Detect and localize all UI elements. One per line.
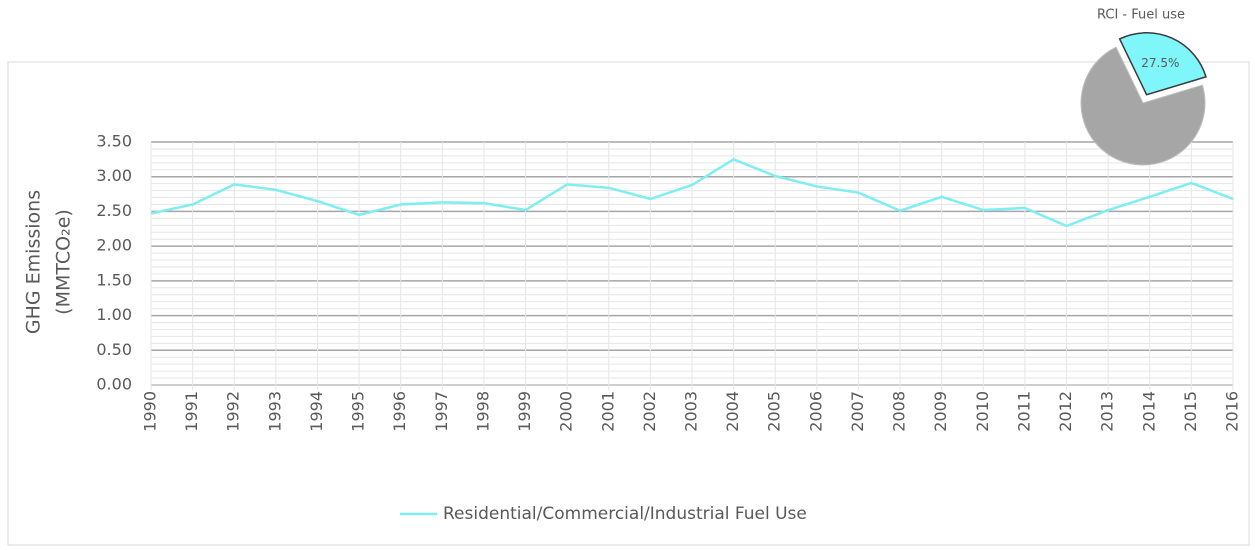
x-tick-label: 2010 bbox=[973, 391, 992, 432]
x-tick-label: 1990 bbox=[141, 391, 160, 432]
x-tick-label: 1998 bbox=[473, 391, 492, 432]
y-tick-label: 1.50 bbox=[96, 270, 132, 289]
pie-slice bbox=[1080, 46, 1206, 166]
x-tick-label: 2013 bbox=[1098, 391, 1117, 432]
y-tick-label: 3.00 bbox=[96, 166, 132, 185]
x-tick-label: 2009 bbox=[931, 391, 950, 432]
chart-frame bbox=[7, 61, 1250, 546]
x-tick-label: 2003 bbox=[682, 391, 701, 432]
y-tick-label: 0.00 bbox=[96, 375, 132, 394]
pie-title: RCI - Fuel use bbox=[1097, 8, 1185, 23]
x-tick-label: 2000 bbox=[557, 391, 576, 432]
legend-label: Residential/Commercial/Industrial Fuel U… bbox=[443, 504, 807, 524]
x-tick-label: 1991 bbox=[182, 391, 201, 432]
x-tick-label: 1997 bbox=[432, 391, 451, 432]
x-tick-label: 2006 bbox=[806, 391, 825, 432]
x-tick-label: 1996 bbox=[390, 391, 409, 432]
x-tick-label: 2001 bbox=[598, 391, 617, 432]
x-tick-label: 1993 bbox=[265, 391, 284, 432]
x-tick-label: 2014 bbox=[1139, 391, 1158, 432]
y-axis-label: (MMTCO₂e) bbox=[53, 209, 75, 315]
y-tick-label: 2.50 bbox=[96, 201, 132, 220]
x-tick-label: 2011 bbox=[1014, 391, 1033, 432]
x-tick-label: 2005 bbox=[765, 391, 784, 432]
data-line bbox=[150, 157, 1234, 228]
x-tick-label: 2004 bbox=[723, 391, 742, 432]
x-tick-label: 2012 bbox=[1056, 391, 1075, 432]
x-tick-label: 2015 bbox=[1181, 391, 1200, 432]
x-tick-label: 2008 bbox=[890, 391, 909, 432]
x-tick-label: 2016 bbox=[1223, 391, 1242, 432]
y-tick-label: 3.50 bbox=[96, 132, 132, 151]
x-tick-label: 2007 bbox=[848, 391, 867, 432]
pie-slice bbox=[1118, 32, 1207, 96]
x-tick-label: 1994 bbox=[307, 391, 326, 432]
y-axis-label: GHG Emissions bbox=[23, 190, 45, 334]
x-tick-label: 1992 bbox=[224, 391, 243, 432]
x-tick-label: 2002 bbox=[640, 391, 659, 432]
y-tick-label: 0.50 bbox=[96, 340, 132, 359]
x-tick-label: 1995 bbox=[349, 391, 368, 432]
y-tick-label: 1.00 bbox=[96, 305, 132, 324]
x-tick-label: 1999 bbox=[515, 391, 534, 432]
y-tick-label: 2.00 bbox=[96, 236, 132, 255]
pie-value-label: 27.5% bbox=[1141, 56, 1179, 70]
